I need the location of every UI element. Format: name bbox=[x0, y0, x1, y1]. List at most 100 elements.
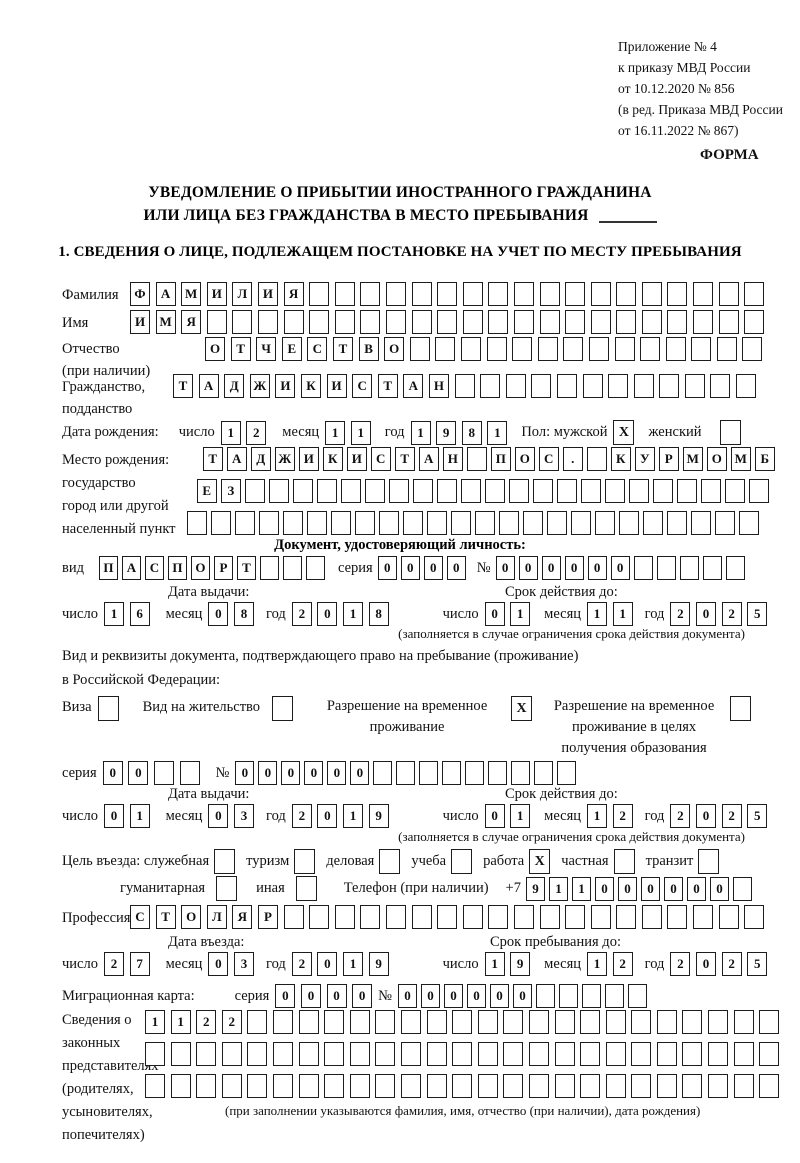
char-cell[interactable] bbox=[235, 511, 255, 535]
char-cell[interactable] bbox=[539, 905, 560, 929]
char-cell[interactable]: 0 bbox=[258, 761, 278, 785]
char-cell[interactable]: 0 bbox=[103, 804, 124, 828]
char-cell[interactable] bbox=[331, 511, 351, 535]
char-cell[interactable] bbox=[535, 984, 555, 1008]
char-cell[interactable] bbox=[523, 511, 543, 535]
char-cell[interactable] bbox=[373, 761, 393, 785]
char-cell[interactable] bbox=[511, 761, 531, 785]
char-cell[interactable]: О bbox=[707, 447, 727, 471]
char-cell[interactable] bbox=[341, 479, 361, 503]
char-cell[interactable] bbox=[461, 479, 481, 503]
char-cell[interactable] bbox=[179, 761, 200, 785]
char-cell[interactable] bbox=[693, 310, 714, 334]
char-cell[interactable] bbox=[486, 337, 507, 361]
char-cell[interactable]: 0 bbox=[420, 984, 440, 1008]
char-cell[interactable]: 1 bbox=[170, 1010, 191, 1034]
char-cell[interactable]: 2 bbox=[291, 952, 312, 976]
char-cell[interactable] bbox=[247, 1010, 268, 1034]
char-cell[interactable]: П bbox=[167, 556, 187, 580]
char-cell[interactable]: Т bbox=[155, 905, 176, 929]
char-cell[interactable]: 0 bbox=[317, 952, 338, 976]
char-cell[interactable] bbox=[411, 310, 432, 334]
char-cell[interactable]: Ч bbox=[256, 337, 277, 361]
char-cell[interactable] bbox=[435, 337, 456, 361]
char-cell[interactable] bbox=[656, 556, 676, 580]
char-cell[interactable]: 0 bbox=[484, 804, 505, 828]
char-cell[interactable] bbox=[451, 511, 471, 535]
char-cell[interactable] bbox=[513, 905, 534, 929]
char-cell[interactable]: К bbox=[323, 447, 343, 471]
char-cell[interactable] bbox=[556, 374, 577, 398]
char-cell[interactable]: 0 bbox=[423, 556, 443, 580]
char-cell[interactable] bbox=[298, 1074, 319, 1098]
char-cell[interactable]: Н bbox=[428, 374, 449, 398]
char-cell[interactable] bbox=[616, 905, 637, 929]
char-cell[interactable] bbox=[427, 511, 447, 535]
char-cell[interactable] bbox=[656, 1074, 677, 1098]
char-cell[interactable]: 0 bbox=[350, 761, 370, 785]
char-cell[interactable]: 1 bbox=[410, 420, 431, 445]
char-cell[interactable]: 0 bbox=[541, 556, 561, 580]
char-cell[interactable]: 0 bbox=[102, 761, 123, 785]
char-cell[interactable] bbox=[232, 310, 253, 334]
char-cell[interactable]: М bbox=[683, 447, 703, 471]
char-cell[interactable] bbox=[488, 761, 508, 785]
char-cell[interactable] bbox=[739, 511, 759, 535]
char-cell[interactable]: 1 bbox=[129, 804, 150, 828]
char-cell[interactable]: С bbox=[130, 905, 150, 929]
char-cell[interactable] bbox=[759, 1074, 780, 1098]
char-cell[interactable] bbox=[547, 511, 567, 535]
char-cell[interactable] bbox=[509, 479, 529, 503]
char-cell[interactable] bbox=[187, 511, 207, 535]
char-cell[interactable] bbox=[488, 905, 509, 929]
char-cell[interactable] bbox=[537, 337, 558, 361]
char-cell[interactable] bbox=[701, 479, 721, 503]
char-cell[interactable]: Ф bbox=[130, 282, 150, 306]
char-cell[interactable]: 0 bbox=[696, 602, 716, 626]
char-cell[interactable] bbox=[403, 511, 423, 535]
char-cell[interactable] bbox=[462, 282, 483, 306]
char-cell[interactable] bbox=[272, 1010, 293, 1034]
char-cell[interactable]: М bbox=[181, 282, 202, 306]
char-cell[interactable] bbox=[718, 282, 739, 306]
char-cell[interactable]: Р bbox=[659, 447, 679, 471]
char-cell[interactable]: Л bbox=[232, 282, 253, 306]
char-cell[interactable] bbox=[282, 556, 302, 580]
char-cell[interactable]: Б bbox=[755, 447, 775, 471]
char-cell[interactable] bbox=[588, 337, 609, 361]
char-cell[interactable] bbox=[309, 282, 330, 306]
char-cell[interactable]: 0 bbox=[304, 761, 324, 785]
temp-residence-checkbox[interactable]: X bbox=[511, 696, 533, 721]
char-cell[interactable] bbox=[627, 984, 647, 1008]
char-cell[interactable] bbox=[513, 310, 534, 334]
char-cell[interactable] bbox=[759, 1042, 780, 1066]
purpose-other-checkbox[interactable] bbox=[295, 876, 317, 901]
char-cell[interactable] bbox=[477, 1010, 498, 1034]
char-cell[interactable] bbox=[708, 1042, 729, 1066]
char-cell[interactable]: 0 bbox=[686, 876, 706, 901]
char-cell[interactable] bbox=[759, 1010, 780, 1034]
char-cell[interactable] bbox=[581, 479, 601, 503]
char-cell[interactable]: А bbox=[121, 556, 141, 580]
char-cell[interactable] bbox=[656, 1010, 677, 1034]
char-cell[interactable] bbox=[349, 1042, 370, 1066]
char-cell[interactable] bbox=[679, 556, 699, 580]
char-cell[interactable] bbox=[557, 479, 577, 503]
char-cell[interactable] bbox=[590, 282, 611, 306]
char-cell[interactable] bbox=[557, 761, 577, 785]
char-cell[interactable]: 1 bbox=[587, 602, 608, 626]
purpose-humanitarian-checkbox[interactable] bbox=[216, 876, 238, 901]
char-cell[interactable]: 0 bbox=[617, 876, 637, 901]
char-cell[interactable]: С bbox=[539, 447, 559, 471]
char-cell[interactable]: С bbox=[307, 337, 328, 361]
char-cell[interactable]: 2 bbox=[721, 602, 742, 626]
char-cell[interactable] bbox=[488, 282, 509, 306]
char-cell[interactable]: 0 bbox=[640, 876, 660, 901]
